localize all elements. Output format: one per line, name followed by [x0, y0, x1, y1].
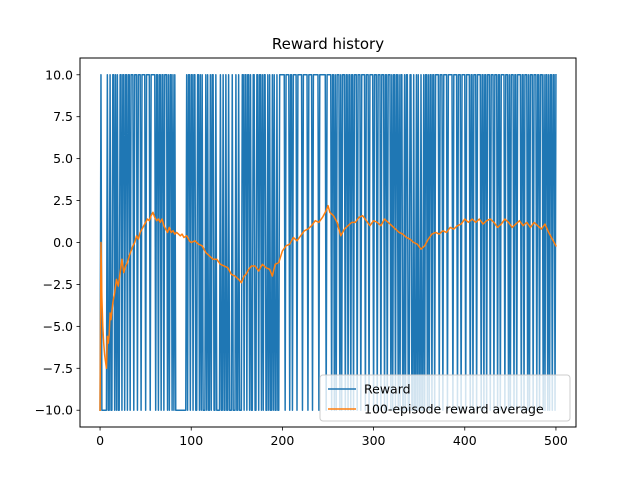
- series-line-reward: [99, 74, 557, 411]
- x-tick-label: 0: [96, 433, 104, 448]
- legend-box: [319, 374, 571, 422]
- x-tick-label: 400: [453, 433, 477, 448]
- y-tick-label: 10.0: [45, 67, 73, 82]
- series-layer: [99, 74, 557, 411]
- y-tick-label: 0.0: [53, 235, 73, 250]
- x-ticks: 0 100 200 300 400 500: [96, 427, 568, 448]
- y-tick-label: 7.5: [53, 109, 73, 124]
- plot-area: [79, 57, 577, 428]
- chart-title: Reward history: [272, 35, 384, 53]
- series-line-reward-average: [99, 204, 557, 411]
- legend: Reward 100-episode reward average: [319, 374, 571, 422]
- x-tick-label: 500: [544, 433, 568, 448]
- y-tick-label: 5.0: [53, 151, 73, 166]
- x-tick-label: 200: [270, 433, 294, 448]
- y-tick-label: 2.5: [53, 193, 73, 208]
- y-tick-label: −7.5: [43, 361, 73, 376]
- legend-label: 100-episode reward average: [364, 402, 544, 417]
- legend-label: Reward: [364, 382, 411, 397]
- y-tick-label: −10.0: [35, 403, 73, 418]
- x-tick-label: 300: [362, 433, 386, 448]
- y-tick-label: −5.0: [43, 319, 73, 334]
- x-tick-label: 100: [179, 433, 203, 448]
- y-ticks: −10.0 −7.5 −5.0 −2.5 0.0 2.5 5.0 7.5 10.0: [35, 67, 80, 418]
- y-tick-label: −2.5: [43, 277, 73, 292]
